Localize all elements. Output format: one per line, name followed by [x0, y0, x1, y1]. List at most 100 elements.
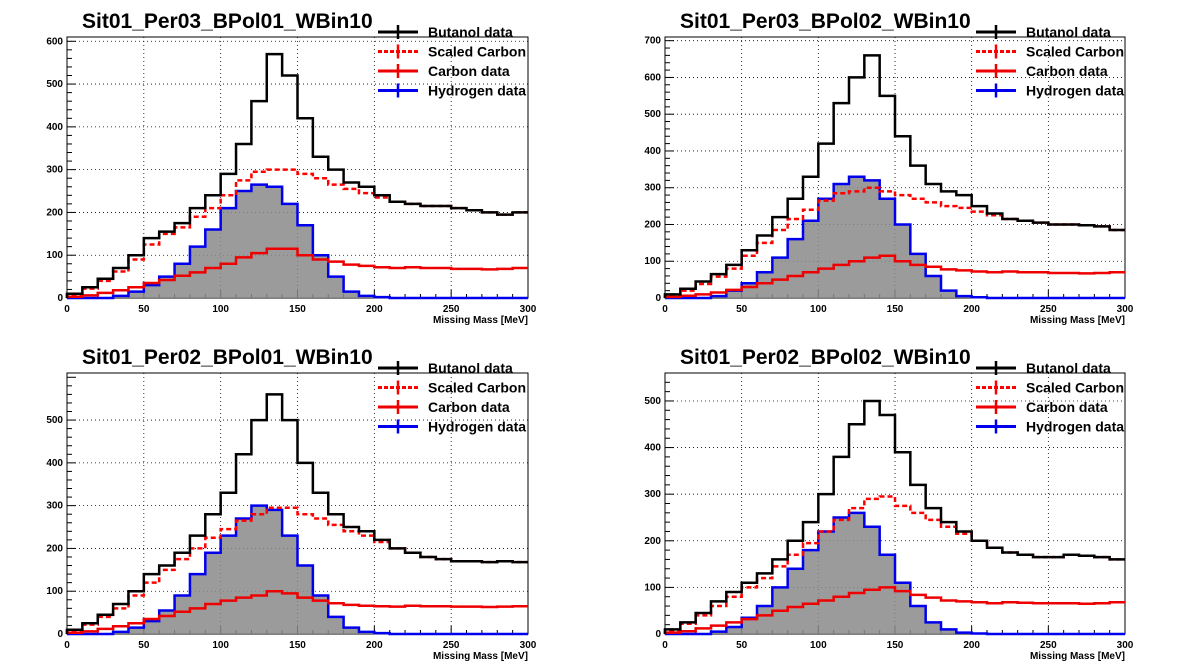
y-tick-label: 200 [644, 219, 661, 230]
series-butanol-line [663, 399, 1125, 634]
legend-label: Butanol data [428, 24, 513, 40]
y-tick-label: 400 [644, 443, 661, 454]
y-tick-label: 100 [644, 256, 661, 267]
y-tick-label: 300 [644, 183, 661, 194]
y-tick-label: 100 [46, 586, 63, 597]
series-butanol-line [65, 52, 528, 298]
y-tick-label: 0 [57, 293, 63, 304]
x-tick-label: 150 [289, 304, 306, 315]
x-tick-label: 200 [963, 640, 980, 651]
legend-label: Butanol data [1026, 24, 1111, 40]
series-carbon-line [65, 247, 528, 298]
x-tick-label: 100 [810, 304, 827, 315]
chart-panel-2: 0 50 100 150 200 250 300 0 100 200 300 400 500 600 700… [644, 10, 1133, 326]
y-tick-label: 400 [644, 146, 661, 157]
legend-label: Scaled Carbon [428, 380, 526, 396]
y-tick-label: 300 [644, 489, 661, 500]
legend-label: Hydrogen data [1026, 83, 1124, 99]
legend-label: Scaled Carbon [428, 44, 526, 60]
legend-label: Butanol data [428, 360, 513, 376]
series-hydrogen-fill [665, 176, 1125, 298]
series-hydrogen-fill [67, 505, 528, 634]
x-axis-label: Missing Mass [MeV] [433, 651, 528, 662]
x-tick-label: 100 [212, 304, 229, 315]
y-tick-label: 0 [57, 629, 63, 640]
x-tick-label: 300 [1117, 304, 1134, 315]
chart-panel-1: 0 50 100 150 200 250 300 0 100 200 300 400 500 600 Mis… [46, 10, 536, 326]
legend-label: Carbon data [1026, 399, 1108, 415]
x-tick-label: 250 [443, 640, 460, 651]
legend-label: Hydrogen data [428, 419, 526, 435]
x-tick-label: 200 [366, 640, 383, 651]
legend-label: Scaled Carbon [1026, 380, 1124, 396]
y-tick-label: 400 [46, 122, 63, 133]
legend-label: Hydrogen data [428, 83, 526, 99]
y-tick-label: 300 [46, 165, 63, 176]
y-tick-label: 200 [644, 536, 661, 547]
y-tick-label: 700 [644, 36, 661, 47]
y-tick-label: 400 [46, 458, 63, 469]
series-hydrogen-line [67, 183, 528, 300]
x-tick-label: 50 [138, 304, 150, 315]
x-tick-label: 150 [887, 304, 904, 315]
x-axis-label: Missing Mass [MeV] [1030, 651, 1125, 662]
y-tick-label: 100 [644, 582, 661, 593]
series-carbon-line [65, 589, 528, 634]
series-hydrogen-fill [67, 184, 528, 298]
chart-title: Sit01_Per02_BPol01_WBin10 [82, 346, 373, 369]
y-tick-label: 600 [46, 36, 63, 47]
x-tick-label: 0 [64, 640, 70, 651]
legend-label: Hydrogen data [1026, 419, 1124, 435]
y-tick-label: 0 [655, 293, 661, 304]
series-hydrogen-line [665, 175, 1125, 300]
chart-title: Sit01_Per03_BPol02_WBin10 [680, 10, 971, 33]
chart-panel-4: 0 50 100 150 200 250 300 0 100 200 300 400 500 Missin… [644, 346, 1133, 662]
x-tick-label: 250 [443, 304, 460, 315]
y-tick-label: 500 [644, 396, 661, 407]
series-hydrogen-line [665, 511, 1125, 636]
y-tick-label: 300 [46, 501, 63, 512]
x-tick-label: 300 [1117, 640, 1134, 651]
chart-panel-3: 0 50 100 150 200 250 300 0 100 200 300 400 500 Missin… [46, 346, 536, 662]
x-tick-label: 150 [887, 640, 904, 651]
x-tick-label: 250 [1040, 640, 1057, 651]
x-tick-label: 0 [662, 304, 668, 315]
legend-label: Scaled Carbon [1026, 44, 1124, 60]
y-tick-label: 200 [46, 207, 63, 218]
x-tick-label: 200 [366, 304, 383, 315]
x-tick-label: 50 [138, 640, 150, 651]
legend-label: Carbon data [428, 63, 510, 79]
series-hydrogen-line [67, 504, 528, 636]
legend-label: Carbon data [1026, 63, 1108, 79]
y-tick-label: 500 [46, 79, 63, 90]
x-tick-label: 0 [662, 640, 668, 651]
y-tick-label: 500 [46, 415, 63, 426]
x-tick-label: 50 [736, 304, 748, 315]
series-butanol-line [65, 393, 528, 634]
x-tick-label: 200 [963, 304, 980, 315]
x-tick-label: 0 [64, 304, 70, 315]
chart-title: Sit01_Per03_BPol01_WBin10 [82, 10, 373, 33]
y-tick-label: 200 [46, 543, 63, 554]
x-tick-label: 100 [212, 640, 229, 651]
x-tick-label: 100 [810, 640, 827, 651]
x-axis-label: Missing Mass [MeV] [433, 315, 528, 326]
legend-label: Butanol data [1026, 360, 1111, 376]
x-tick-label: 250 [1040, 304, 1057, 315]
series-butanol-line [663, 54, 1125, 298]
series-carbon-line [663, 586, 1125, 634]
y-tick-label: 600 [644, 72, 661, 83]
y-tick-label: 100 [46, 250, 63, 261]
series-carbon-line [663, 254, 1125, 299]
x-tick-label: 300 [520, 304, 537, 315]
x-tick-label: 150 [289, 640, 306, 651]
y-tick-label: 500 [644, 109, 661, 120]
legend-label: Carbon data [428, 399, 510, 415]
chart-title: Sit01_Per02_BPol02_WBin10 [680, 346, 971, 369]
x-axis-label: Missing Mass [MeV] [1030, 315, 1125, 326]
x-tick-label: 300 [520, 640, 537, 651]
x-tick-label: 50 [736, 640, 748, 651]
y-tick-label: 0 [655, 629, 661, 640]
